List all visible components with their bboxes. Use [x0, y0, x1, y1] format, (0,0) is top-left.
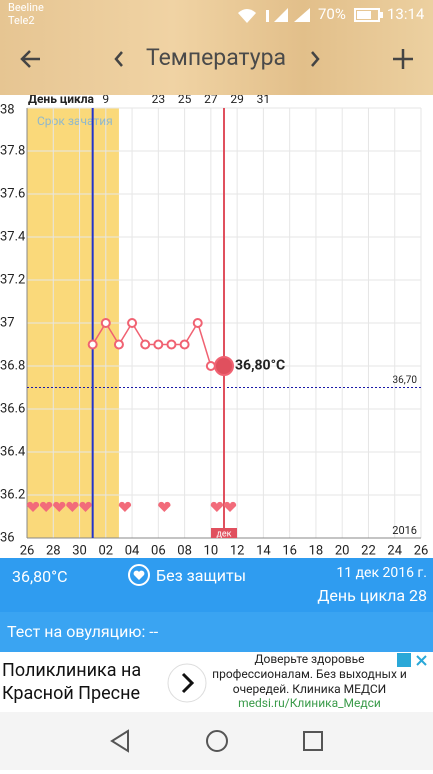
ovulation-test-text: Тест на овуляцию: -- — [7, 622, 159, 641]
y-tick-label: 36.8 — [0, 358, 25, 373]
temperature-point — [205, 361, 216, 371]
ad-text: Доверьте здоровье профессионалам. Без вы… — [212, 652, 407, 696]
nav-recent[interactable] — [303, 731, 323, 751]
ad-url: medsi.ru/Клиника_Медси — [238, 696, 381, 710]
screen-title: Температура — [145, 44, 287, 71]
temperature: 36,80°C — [12, 567, 68, 586]
x-tick-label: 18 — [309, 543, 324, 558]
x-tick-label: 04 — [125, 543, 140, 558]
cycle-day-label: День цикла — [28, 95, 95, 106]
y-tick-label: 37.4 — [0, 229, 26, 244]
cover-line-label: 36,70 — [393, 375, 418, 386]
ad-choices[interactable] — [397, 653, 431, 667]
nav-bar — [0, 712, 433, 770]
y-tick-label: 37.8 — [0, 143, 25, 158]
today-label: дек — [216, 529, 231, 539]
temperature-point — [140, 339, 151, 350]
x-tick-label: 02 — [98, 543, 113, 558]
heart — [66, 501, 79, 512]
cycle-day-tick: 31 — [257, 95, 271, 106]
ad-title: Поликлиника на Красной Пресне — [2, 660, 142, 704]
heart — [210, 501, 224, 512]
year-label: 2016 — [392, 524, 417, 537]
x-tick-label: 30 — [72, 543, 87, 558]
ad-arrow[interactable] — [167, 663, 207, 703]
status-icons — [238, 8, 310, 23]
y-tick-label: 36.2 — [0, 487, 25, 502]
protection: Без защиты — [156, 566, 247, 585]
temperature-value-label: 36,80°C — [235, 358, 285, 374]
next-button[interactable] — [311, 51, 320, 67]
cycle-day: День цикла 28 — [317, 586, 427, 605]
heart — [158, 501, 171, 512]
temperature-point — [113, 339, 124, 350]
x-tick-label: 06 — [151, 543, 166, 558]
y-tick-label: 37.6 — [0, 186, 25, 201]
nav-buttons — [110, 729, 323, 753]
x-tick-label: 22 — [361, 543, 376, 558]
y-tick-label: 36 — [0, 530, 15, 545]
x-tick-label: 12 — [230, 543, 245, 558]
protection-icon — [128, 564, 150, 586]
clock: 13:14 — [387, 5, 425, 23]
temperature-point — [153, 339, 164, 350]
cycle-day-tick: 9 — [102, 95, 109, 106]
battery-level: 70% — [318, 5, 346, 23]
heart — [26, 501, 40, 512]
app-bar: Beeline Tele2 70% 13:14 Температура — [0, 0, 433, 95]
x-tick-label: 14 — [256, 543, 271, 558]
temperature-chart: Срок зачатия 36 36.2 36.4 36.6 36.8 37 37.2 37.4… — [0, 95, 429, 558]
temperature-point — [179, 339, 190, 350]
ovulation-test[interactable]: Тест на овуляцию: -- — [0, 612, 433, 652]
heart — [118, 501, 132, 512]
x-tick-label: 20 — [335, 543, 350, 558]
x-tick-label: 10 — [204, 543, 219, 558]
y-tick-label: 36.6 — [0, 401, 25, 416]
cycle-day-tick: 29 — [230, 95, 244, 106]
y-tick-label: 36.4 — [0, 444, 26, 459]
x-tick-label: 16 — [282, 543, 297, 558]
cycle-day-tick: 23 — [152, 95, 166, 106]
carrier: Beeline — [8, 1, 44, 14]
today-tag — [211, 528, 237, 538]
fertile-window-label: Срок зачатия — [37, 114, 113, 128]
heart — [223, 501, 237, 512]
x-tick-label: 26 — [414, 543, 429, 558]
temperature-point — [166, 339, 177, 350]
x-tick-label: 08 — [177, 543, 192, 558]
heart — [79, 501, 92, 512]
cycle-day-tick: 25 — [178, 95, 192, 106]
x-tick-label: 28 — [46, 543, 61, 558]
carrier: Tele2 — [8, 14, 35, 27]
ad-banner[interactable]: Поликлиника на Красной Пресне Доверьте з… — [0, 652, 433, 712]
heart — [53, 501, 66, 512]
x-tick-label: 24 — [387, 543, 402, 558]
nav-back[interactable] — [110, 729, 129, 753]
temperature-point — [214, 356, 234, 376]
temperature-point — [100, 318, 111, 328]
y-tick-label: 38 — [0, 102, 15, 117]
heart — [39, 501, 53, 512]
temperature-point — [87, 339, 98, 350]
date: 11 дек 2016 г. — [336, 565, 427, 581]
temperature-point — [192, 318, 203, 328]
toolbar-icons — [20, 49, 413, 69]
cycle-day-tick: 27 — [204, 95, 218, 106]
y-tick-label: 37 — [0, 315, 15, 330]
temperature-point — [127, 318, 138, 328]
nav-home[interactable] — [206, 730, 228, 752]
y-tick-label: 37.2 — [0, 272, 25, 287]
battery-icon — [354, 8, 383, 22]
carriers: Beeline Tele2 — [8, 1, 44, 27]
add-button[interactable] — [393, 49, 413, 69]
day-info: 36,80°C Без защиты 11 дек 2016 г. День ц… — [0, 558, 433, 612]
x-tick-label: 26 — [20, 543, 35, 558]
prev-button[interactable] — [114, 51, 123, 67]
back-button[interactable] — [20, 50, 40, 68]
